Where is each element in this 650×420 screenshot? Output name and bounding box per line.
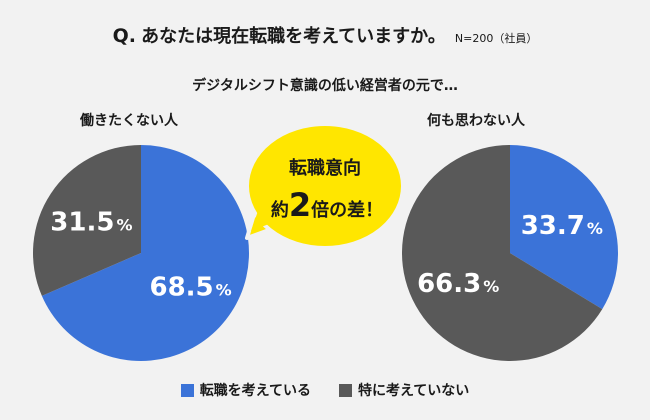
page-title: Q. あなたは現在転職を考えていますか。 N=200（社員） <box>0 22 650 48</box>
subtitle: デジタルシフト意識の低い経営者の元で… <box>192 78 458 94</box>
callout-tail-fill <box>251 208 279 231</box>
right-pie-label-considering: 33.7% <box>521 211 603 241</box>
callout-suffix: 倍の差！ <box>311 199 383 221</box>
left-pie-title: 働きたくない人 <box>80 113 178 129</box>
left-pie-label-not-considering-value: 31.5 <box>50 207 114 237</box>
right-pie-label-not-considering: 66.3% <box>417 269 499 299</box>
legend-label-considering: 転職を考えている <box>199 383 311 399</box>
question-text: あなたは現在転職を考えていますか。 <box>141 26 446 47</box>
sample-size: N=200（社員） <box>454 32 538 45</box>
right-pie-title: 何も思わない人 <box>427 113 525 129</box>
right-pie-slice-considering <box>510 145 618 310</box>
legend: 転職を考えている 特に考えていない <box>0 380 650 400</box>
right-pie-label-considering-unit: % <box>587 219 603 238</box>
legend-swatch-not-considering <box>339 383 352 397</box>
callout-prefix: 約 <box>271 199 289 221</box>
callout-line1: 転職意向 <box>289 157 361 179</box>
callout-bubble <box>245 122 405 250</box>
left-pie-slice-considering <box>41 145 249 361</box>
question-mark-label: Q. <box>112 25 136 47</box>
left-pie-label-considering-value: 68.5 <box>150 273 214 303</box>
right-pie-label-not-considering-value: 66.3 <box>417 269 481 299</box>
callout-line2: 約2倍の差！ <box>271 186 383 224</box>
left-pie-label-not-considering-unit: % <box>116 215 132 234</box>
left-pie-label-considering: 68.5% <box>150 273 232 303</box>
legend-item-considering: 転職を考えている <box>180 380 311 400</box>
left-pie-label-considering-unit: % <box>216 281 232 300</box>
legend-swatch-considering <box>180 383 194 397</box>
callout-number: 2 <box>289 186 311 224</box>
right-pie-label-considering-value: 33.7 <box>521 211 585 241</box>
left-pie-slice-not-considering <box>32 145 141 296</box>
left-pie-label-not-considering: 31.5% <box>50 207 132 237</box>
right-pie-slice-not-considering <box>401 144 603 361</box>
legend-label-not-considering: 特に考えていない <box>358 383 470 399</box>
legend-item-not-considering: 特に考えていない <box>339 380 469 400</box>
right-pie-label-not-considering-unit: % <box>483 277 499 296</box>
